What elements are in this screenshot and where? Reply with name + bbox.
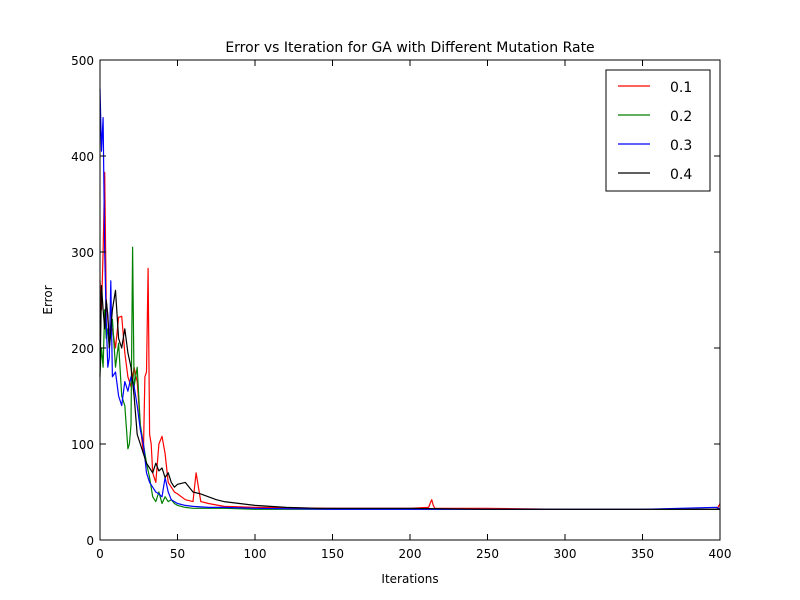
legend-frame [605, 69, 711, 192]
series-line-0-2 [99, 246, 720, 510]
legend-label-0-4: 0.4 [670, 167, 692, 183]
x-tick-label: 300 [554, 547, 577, 561]
x-tick-label: 100 [244, 547, 267, 561]
x-tick-label: 350 [631, 547, 654, 561]
series-line-0-4 [99, 285, 720, 510]
chart-title: Error vs Iteration for GA with Different… [225, 40, 594, 56]
y-tick-label: 400 [71, 150, 94, 164]
legend-label-0-2: 0.2 [670, 109, 692, 125]
y-tick-label: 300 [71, 246, 94, 260]
y-tick-label: 500 [71, 54, 94, 68]
y-tick-label: 100 [71, 438, 94, 452]
x-tick-label: 200 [399, 547, 422, 561]
y-tick-label: 200 [71, 342, 94, 356]
legend: 0.1 0.2 0.3 0.4 [605, 69, 711, 192]
x-axis-title: Iterations [381, 572, 438, 586]
y-axis-title: Error [41, 285, 55, 314]
ticks-layer: 0 50 100 150 200 250 300 350 400 0 100 200 300 400 500 [71, 54, 731, 561]
series-layer [99, 88, 721, 510]
x-tick-label: 250 [476, 547, 499, 561]
legend-label-0-3: 0.3 [670, 138, 692, 154]
y-tick-label: 0 [86, 534, 94, 548]
series-line-0-1 [99, 171, 721, 510]
legend-label-0-1: 0.1 [670, 80, 692, 96]
x-tick-label: 400 [709, 547, 732, 561]
x-tick-label: 0 [96, 547, 104, 561]
x-tick-label: 150 [321, 547, 344, 561]
legend-entries: 0.1 0.2 0.3 0.4 [618, 80, 692, 183]
series-line-0-3 [99, 88, 721, 510]
x-tick-label: 50 [170, 547, 185, 561]
